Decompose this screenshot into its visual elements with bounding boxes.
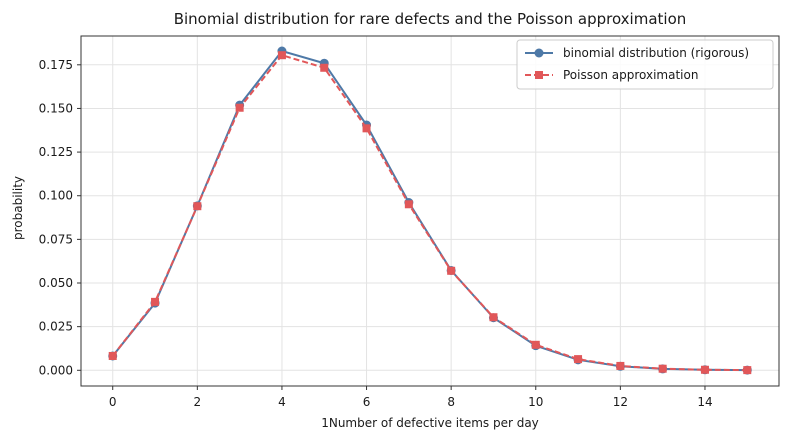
data-point xyxy=(108,351,117,360)
plot-area xyxy=(108,46,752,375)
legend-label: Poisson approximation xyxy=(563,68,698,82)
data-point xyxy=(320,63,329,72)
x-tick-label: 8 xyxy=(447,395,455,409)
legend-marker xyxy=(534,48,544,58)
chart-title: Binomial distribution for rare defects a… xyxy=(174,10,687,28)
data-point xyxy=(447,266,456,275)
y-tick-label: 0.175 xyxy=(39,58,73,72)
x-tick-label: 0 xyxy=(109,395,117,409)
y-tick-label: 0.050 xyxy=(39,276,73,290)
legend-marker xyxy=(535,71,543,79)
x-tick-label: 6 xyxy=(363,395,371,409)
data-point xyxy=(489,313,498,322)
data-point xyxy=(700,365,709,374)
series-line xyxy=(111,49,748,372)
x-axis-label: 1Number of defective items per day xyxy=(321,416,539,430)
data-point xyxy=(151,297,160,306)
axes-frame xyxy=(80,35,780,387)
data-point xyxy=(277,51,286,60)
legend: binomial distribution (rigorous) Poisson … xyxy=(516,39,774,90)
y-tick-label: 0.075 xyxy=(39,232,73,246)
data-point xyxy=(362,124,371,133)
x-tick-label: 12 xyxy=(613,395,628,409)
x-tick-label: 14 xyxy=(697,395,712,409)
series-poisson xyxy=(108,51,752,375)
data-point xyxy=(616,361,625,370)
x-tick-label: 4 xyxy=(278,395,286,409)
y-tick-label: 0.100 xyxy=(39,189,73,203)
y-axis-label: probability xyxy=(11,176,25,240)
data-point xyxy=(574,355,583,364)
data-point xyxy=(743,366,752,375)
data-point xyxy=(404,200,413,209)
series-binomial xyxy=(108,46,752,375)
x-tick-label: 10 xyxy=(528,395,543,409)
y-tick-label: 0.125 xyxy=(39,145,73,159)
y-tick-label: 0.025 xyxy=(39,320,73,334)
data-point xyxy=(531,340,540,349)
y-tick-label: 0.150 xyxy=(39,101,73,115)
data-point xyxy=(235,103,244,112)
series-line xyxy=(111,54,748,372)
axes: 0 2 4 6 8 10 12 14 0.000 0.025 0.050 0.075 0.100 0.12… xyxy=(39,35,780,409)
legend-entry: binomial distribution (rigorous) xyxy=(525,46,749,60)
grid xyxy=(81,36,779,386)
data-point xyxy=(193,202,202,211)
y-tick-label: 0.000 xyxy=(39,363,73,377)
legend-entry: Poisson approximation xyxy=(525,68,698,82)
x-tick-label: 2 xyxy=(194,395,202,409)
data-point xyxy=(658,364,667,373)
legend-label: binomial distribution (rigorous) xyxy=(563,46,749,60)
legend-box xyxy=(516,39,774,90)
